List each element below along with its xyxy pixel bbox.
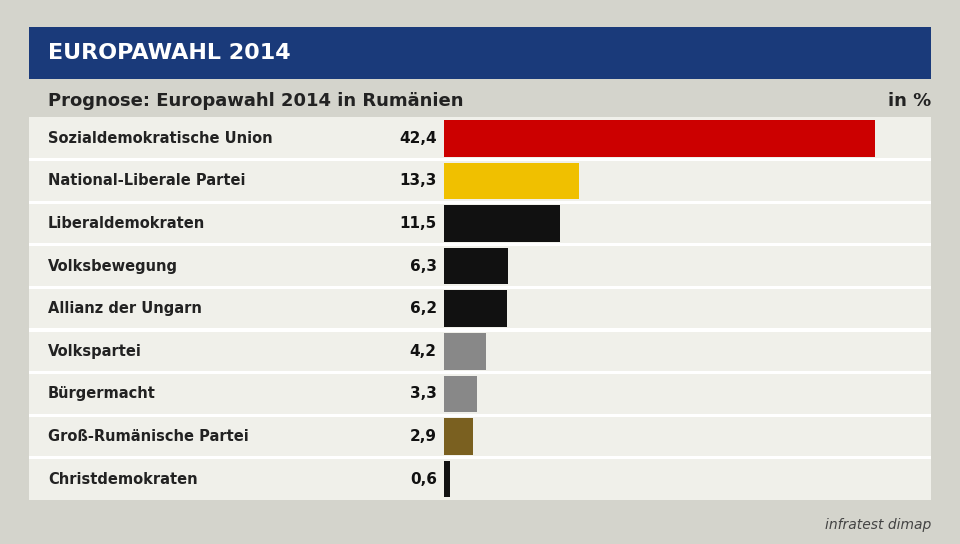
Text: Sozialdemokratische Union: Sozialdemokratische Union (48, 131, 273, 146)
Text: 3,3: 3,3 (410, 386, 437, 401)
Text: Liberaldemokraten: Liberaldemokraten (48, 216, 205, 231)
Bar (29, 371, 931, 374)
Text: Volkspartei: Volkspartei (48, 344, 142, 359)
Text: Allianz der Ungarn: Allianz der Ungarn (48, 301, 202, 316)
Bar (29, 329, 931, 332)
Text: National-Liberale Partei: National-Liberale Partei (48, 174, 246, 188)
Text: Groß-Rumänische Partei: Groß-Rumänische Partei (48, 429, 249, 444)
Text: Volksbewegung: Volksbewegung (48, 258, 178, 274)
Bar (29, 27, 931, 79)
Text: 2,9: 2,9 (410, 429, 437, 444)
Text: infratest dimap: infratest dimap (825, 518, 931, 532)
Bar (29, 201, 931, 204)
Bar (444, 290, 507, 327)
Bar (29, 243, 931, 246)
Bar (29, 286, 931, 289)
Bar (29, 158, 931, 161)
Text: in %: in % (888, 91, 931, 110)
Bar (444, 333, 487, 370)
Text: 13,3: 13,3 (399, 174, 437, 188)
Text: 42,4: 42,4 (399, 131, 437, 146)
Text: 6,3: 6,3 (410, 258, 437, 274)
Text: EUROPAWAHL 2014: EUROPAWAHL 2014 (48, 43, 291, 63)
Bar (29, 456, 931, 460)
Bar (29, 117, 931, 500)
Text: Christdemokraten: Christdemokraten (48, 472, 198, 487)
Bar (444, 205, 561, 242)
Text: Prognose: Europawahl 2014 in Rumänien: Prognose: Europawahl 2014 in Rumänien (48, 91, 464, 110)
Bar (444, 120, 875, 157)
Bar (29, 413, 931, 417)
Bar (444, 248, 508, 285)
Bar (444, 375, 477, 412)
Text: 11,5: 11,5 (399, 216, 437, 231)
Bar (444, 163, 579, 199)
Bar (444, 461, 449, 498)
Bar (444, 418, 473, 455)
Text: 4,2: 4,2 (410, 344, 437, 359)
Text: Bürgermacht: Bürgermacht (48, 386, 156, 401)
Text: 0,6: 0,6 (410, 472, 437, 487)
Text: 6,2: 6,2 (410, 301, 437, 316)
